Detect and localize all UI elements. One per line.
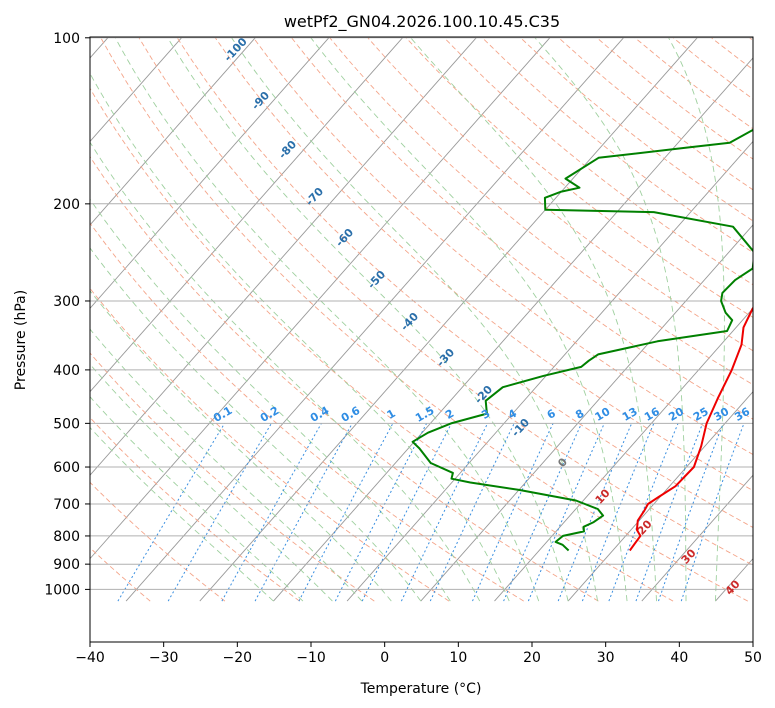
moist-adiabat-line: [668, 37, 725, 602]
y-tick-label: 500: [53, 416, 80, 432]
isotherm-line: [420, 224, 753, 602]
mixing-ratio-line: [472, 423, 554, 602]
dry-adiabat-line: [176, 37, 753, 528]
moist-adiabat-line: [90, 72, 510, 602]
moist-adiabat-line: [90, 363, 333, 602]
mixing-ratio-line: [635, 423, 704, 602]
dry-adiabat-line: [90, 416, 300, 602]
dry-adiabat-line: [90, 222, 524, 602]
y-tick-label: 1000: [44, 582, 80, 598]
isotherm-line: [90, 37, 330, 309]
y-tick-label: 800: [53, 529, 80, 545]
isotherm-line: [90, 37, 403, 393]
x-tick-label: 50: [744, 650, 762, 666]
isotherm-line: [494, 307, 753, 602]
mixing-ratio-line: [298, 423, 394, 602]
mixing-ratio-line: [581, 423, 655, 602]
isotherm-line: [641, 474, 753, 602]
dry-adiabat-line: [90, 87, 674, 602]
dry-adiabat-line: [138, 37, 753, 566]
moist-adiabat-line: [90, 328, 363, 602]
moist-adiabat-line: [410, 37, 657, 602]
dry-adiabat-line: [253, 37, 753, 455]
y-tick-label: 300: [53, 294, 80, 310]
dry-adiabat-line: [90, 155, 599, 602]
dry-adiabat-line: [214, 37, 753, 492]
x-tick-label: 30: [597, 650, 615, 666]
moist-adiabat-line: [90, 396, 304, 602]
isotherm-line: [125, 37, 624, 602]
x-tick-label: 40: [670, 650, 688, 666]
temperature-profile-line: [628, 306, 753, 552]
y-tick-label: 900: [53, 557, 80, 573]
mixing-ratio-line: [254, 423, 353, 602]
moist-adiabat-line: [90, 141, 481, 602]
dry-adiabat-line: [90, 287, 450, 602]
mixing-ratio-line: [334, 423, 428, 602]
mixing-ratio-line: [527, 423, 605, 602]
moist-adiabat-line: [90, 198, 451, 602]
dry-adiabat-line: [100, 37, 749, 602]
dewpoint-profile-line: [411, 128, 753, 552]
moist-adiabat-line: [231, 37, 599, 602]
y-tick-label: 200: [53, 197, 80, 213]
x-tick-label: −30: [149, 650, 179, 666]
x-tick-label: 20: [523, 650, 541, 666]
x-tick-label: −20: [223, 650, 253, 666]
mixing-ratio-line: [400, 423, 489, 602]
x-tick-label: 0: [380, 650, 389, 666]
y-tick-label: 700: [53, 497, 80, 513]
mixing-ratio-line: [503, 423, 583, 602]
chart-title: wetPf2_GN04.2026.100.10.45.C35: [284, 12, 560, 32]
isotherm-line: [567, 391, 753, 602]
x-axis-label: Temperature (°C): [360, 681, 482, 697]
x-tick-label: 10: [449, 650, 467, 666]
isotherm-line: [90, 37, 256, 226]
mixing-ratio-line: [557, 423, 633, 602]
y-tick-label: 100: [53, 31, 80, 47]
x-tick-label: −40: [75, 650, 105, 666]
mixing-ratio-line: [167, 423, 272, 602]
x-tick-label: −10: [296, 650, 326, 666]
plot-frame: [89, 36, 754, 643]
isotherm-line: [273, 57, 753, 602]
moist-adiabat-line: [310, 37, 628, 602]
y-axis-label: Pressure (hPa): [13, 290, 29, 390]
y-tick-label: 600: [53, 460, 80, 476]
dry-adiabat-line: [405, 37, 753, 318]
moist-adiabat-line: [90, 247, 422, 602]
y-tick-label: 400: [53, 363, 80, 379]
dry-adiabat-line: [291, 37, 753, 420]
isotherm-line: [90, 37, 182, 143]
moist-adiabat-line: [90, 426, 274, 602]
mixing-ratio-line: [658, 423, 724, 602]
mixing-ratio-line: [429, 423, 515, 602]
moist-adiabat-line: [534, 37, 687, 602]
isotherm-line: [346, 140, 753, 602]
isotherm-line: [90, 37, 477, 476]
dry-adiabat-line: [90, 547, 151, 602]
isotherm-line: [90, 37, 551, 560]
dry-adiabat-line: [90, 352, 375, 602]
isotherm-line: [199, 37, 698, 602]
moist-adiabat-line: [114, 37, 540, 602]
moist-adiabat-line: [167, 37, 569, 602]
mixing-ratio-line: [680, 423, 745, 602]
dry-adiabat-line: [367, 37, 753, 352]
moist-adiabat-line: [90, 290, 392, 602]
